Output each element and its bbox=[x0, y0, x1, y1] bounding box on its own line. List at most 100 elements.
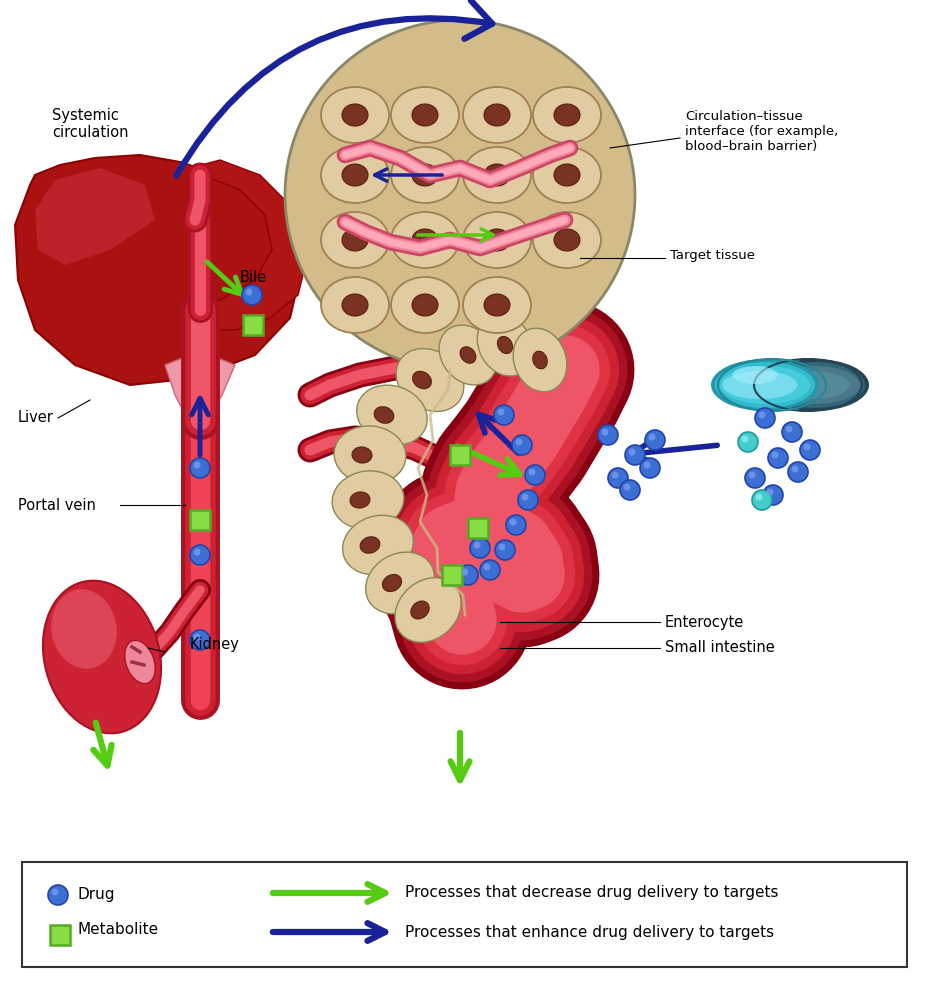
Ellipse shape bbox=[460, 346, 476, 363]
Circle shape bbox=[619, 480, 640, 500]
Circle shape bbox=[528, 469, 535, 476]
Circle shape bbox=[787, 462, 807, 482]
Ellipse shape bbox=[497, 336, 512, 353]
Ellipse shape bbox=[342, 294, 368, 316]
Ellipse shape bbox=[553, 164, 579, 186]
Ellipse shape bbox=[51, 590, 117, 669]
Circle shape bbox=[194, 548, 200, 555]
Ellipse shape bbox=[438, 325, 496, 385]
Ellipse shape bbox=[484, 104, 510, 126]
Ellipse shape bbox=[412, 104, 438, 126]
Ellipse shape bbox=[710, 359, 819, 411]
Circle shape bbox=[473, 542, 480, 548]
Ellipse shape bbox=[332, 471, 403, 529]
Circle shape bbox=[483, 563, 490, 571]
Text: Drug: Drug bbox=[78, 888, 115, 903]
Circle shape bbox=[51, 889, 58, 896]
Circle shape bbox=[757, 411, 765, 419]
Bar bbox=[22, 862, 906, 967]
Ellipse shape bbox=[342, 515, 413, 575]
Circle shape bbox=[498, 543, 505, 550]
Ellipse shape bbox=[484, 294, 510, 316]
Ellipse shape bbox=[553, 104, 579, 126]
Ellipse shape bbox=[532, 87, 601, 143]
Circle shape bbox=[505, 515, 526, 535]
Ellipse shape bbox=[722, 371, 796, 399]
Ellipse shape bbox=[411, 601, 428, 619]
Circle shape bbox=[642, 461, 650, 469]
Ellipse shape bbox=[334, 426, 405, 484]
Circle shape bbox=[525, 465, 544, 485]
Ellipse shape bbox=[356, 386, 426, 445]
Ellipse shape bbox=[532, 212, 601, 268]
Ellipse shape bbox=[321, 277, 388, 333]
Circle shape bbox=[803, 443, 809, 450]
Text: Enterocyte: Enterocyte bbox=[665, 614, 743, 630]
Ellipse shape bbox=[321, 147, 388, 203]
Circle shape bbox=[784, 426, 792, 433]
Ellipse shape bbox=[760, 359, 868, 411]
Ellipse shape bbox=[532, 147, 601, 203]
Ellipse shape bbox=[476, 314, 532, 376]
Polygon shape bbox=[165, 355, 235, 420]
Circle shape bbox=[766, 489, 773, 495]
Ellipse shape bbox=[719, 366, 809, 404]
Ellipse shape bbox=[714, 362, 814, 408]
Circle shape bbox=[190, 458, 210, 478]
Ellipse shape bbox=[484, 164, 510, 186]
Text: Circulation–tissue
interface (for example,
blood–brain barrier): Circulation–tissue interface (for exampl… bbox=[684, 110, 837, 153]
Circle shape bbox=[781, 422, 801, 442]
Circle shape bbox=[194, 634, 200, 641]
FancyArrowPatch shape bbox=[176, 0, 491, 176]
Text: Bile: Bile bbox=[240, 271, 267, 285]
Ellipse shape bbox=[463, 87, 530, 143]
Bar bbox=[243, 315, 262, 335]
Ellipse shape bbox=[463, 277, 530, 333]
Circle shape bbox=[479, 560, 500, 580]
Circle shape bbox=[640, 458, 659, 478]
Ellipse shape bbox=[764, 362, 864, 408]
Polygon shape bbox=[15, 155, 299, 385]
Circle shape bbox=[768, 448, 787, 468]
Ellipse shape bbox=[413, 371, 431, 388]
Ellipse shape bbox=[513, 329, 566, 391]
Circle shape bbox=[461, 569, 468, 576]
Bar bbox=[441, 565, 462, 585]
Circle shape bbox=[190, 630, 210, 650]
Circle shape bbox=[601, 429, 608, 436]
Circle shape bbox=[751, 490, 771, 510]
Circle shape bbox=[458, 565, 477, 585]
Text: Systemic
circulation: Systemic circulation bbox=[52, 108, 128, 140]
Ellipse shape bbox=[342, 229, 368, 251]
Circle shape bbox=[285, 20, 634, 370]
Circle shape bbox=[748, 472, 755, 479]
Circle shape bbox=[755, 493, 762, 500]
Bar bbox=[450, 445, 469, 465]
Ellipse shape bbox=[395, 578, 461, 643]
Circle shape bbox=[469, 538, 489, 558]
Text: Small intestine: Small intestine bbox=[665, 641, 774, 655]
Ellipse shape bbox=[365, 552, 434, 614]
Ellipse shape bbox=[463, 147, 530, 203]
Text: Metabolite: Metabolite bbox=[78, 922, 159, 938]
Circle shape bbox=[791, 466, 797, 473]
Circle shape bbox=[517, 490, 538, 510]
Circle shape bbox=[628, 448, 635, 455]
Ellipse shape bbox=[731, 366, 777, 384]
Ellipse shape bbox=[360, 537, 379, 553]
Ellipse shape bbox=[463, 212, 530, 268]
Ellipse shape bbox=[769, 366, 859, 404]
Circle shape bbox=[497, 408, 504, 416]
Circle shape bbox=[624, 445, 644, 465]
Circle shape bbox=[737, 432, 757, 452]
Polygon shape bbox=[190, 160, 308, 330]
Ellipse shape bbox=[553, 229, 579, 251]
Circle shape bbox=[607, 468, 628, 488]
Circle shape bbox=[799, 440, 819, 460]
Bar bbox=[190, 510, 210, 530]
Circle shape bbox=[623, 484, 629, 490]
Text: Target tissue: Target tissue bbox=[669, 248, 755, 262]
Bar bbox=[467, 518, 488, 538]
Text: Processes that enhance drug delivery to targets: Processes that enhance drug delivery to … bbox=[404, 924, 773, 940]
Circle shape bbox=[597, 425, 617, 445]
